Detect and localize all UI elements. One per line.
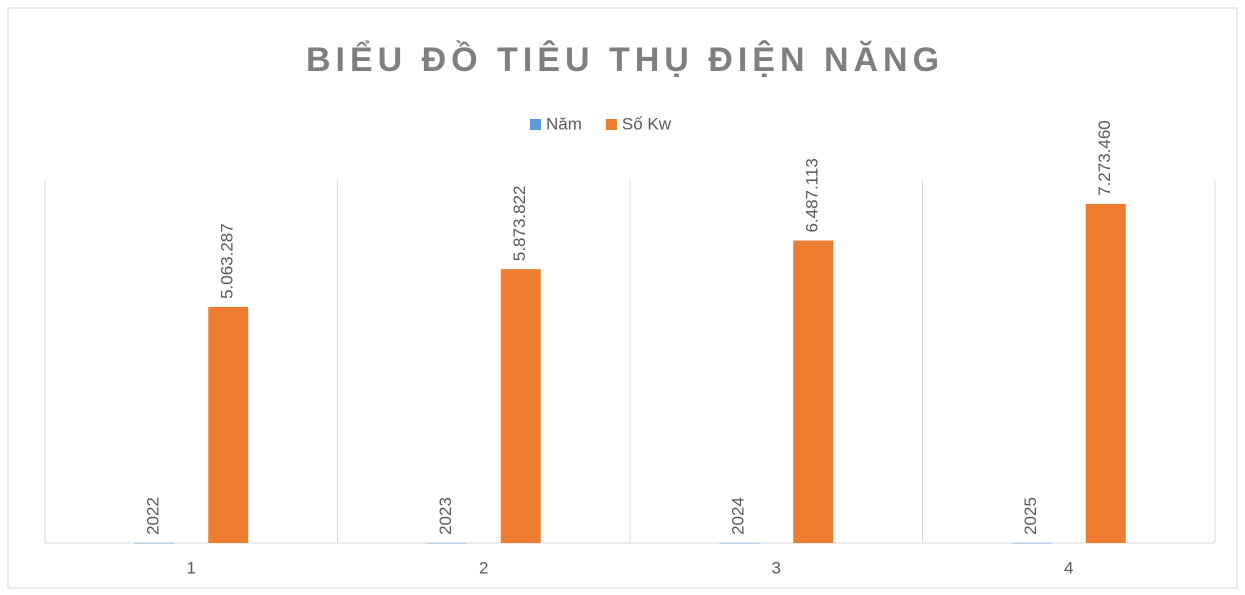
data-label: 2024 — [729, 497, 748, 535]
x-tick-label: 2 — [479, 558, 488, 577]
legend-swatch — [530, 119, 541, 130]
legend-label: Số Kw — [622, 114, 672, 133]
data-label: 2023 — [436, 497, 455, 535]
data-label: 5.873.822 — [510, 185, 529, 261]
chart-frame — [7, 7, 1238, 589]
x-tick-label: 4 — [1064, 558, 1073, 577]
bar — [1085, 203, 1126, 543]
bar — [426, 542, 467, 544]
bar — [208, 306, 249, 543]
data-label: 5.063.287 — [218, 223, 237, 299]
data-label: 2025 — [1021, 497, 1040, 535]
bar — [719, 542, 760, 544]
data-label: 6.487.113 — [803, 158, 822, 232]
bar — [134, 542, 175, 544]
legend-label: Năm — [546, 114, 582, 133]
bar — [793, 240, 834, 543]
legend-swatch — [605, 119, 617, 130]
x-tick-label: 1 — [187, 558, 196, 577]
bar — [500, 269, 541, 543]
chart-title: BIỂU ĐỒ TIÊU THỤ ĐIỆN NĂNG — [306, 41, 944, 79]
data-label: 7.273.460 — [1095, 120, 1114, 196]
data-label: 2022 — [144, 497, 163, 535]
bar — [1011, 542, 1052, 544]
x-tick-label: 3 — [772, 558, 781, 577]
